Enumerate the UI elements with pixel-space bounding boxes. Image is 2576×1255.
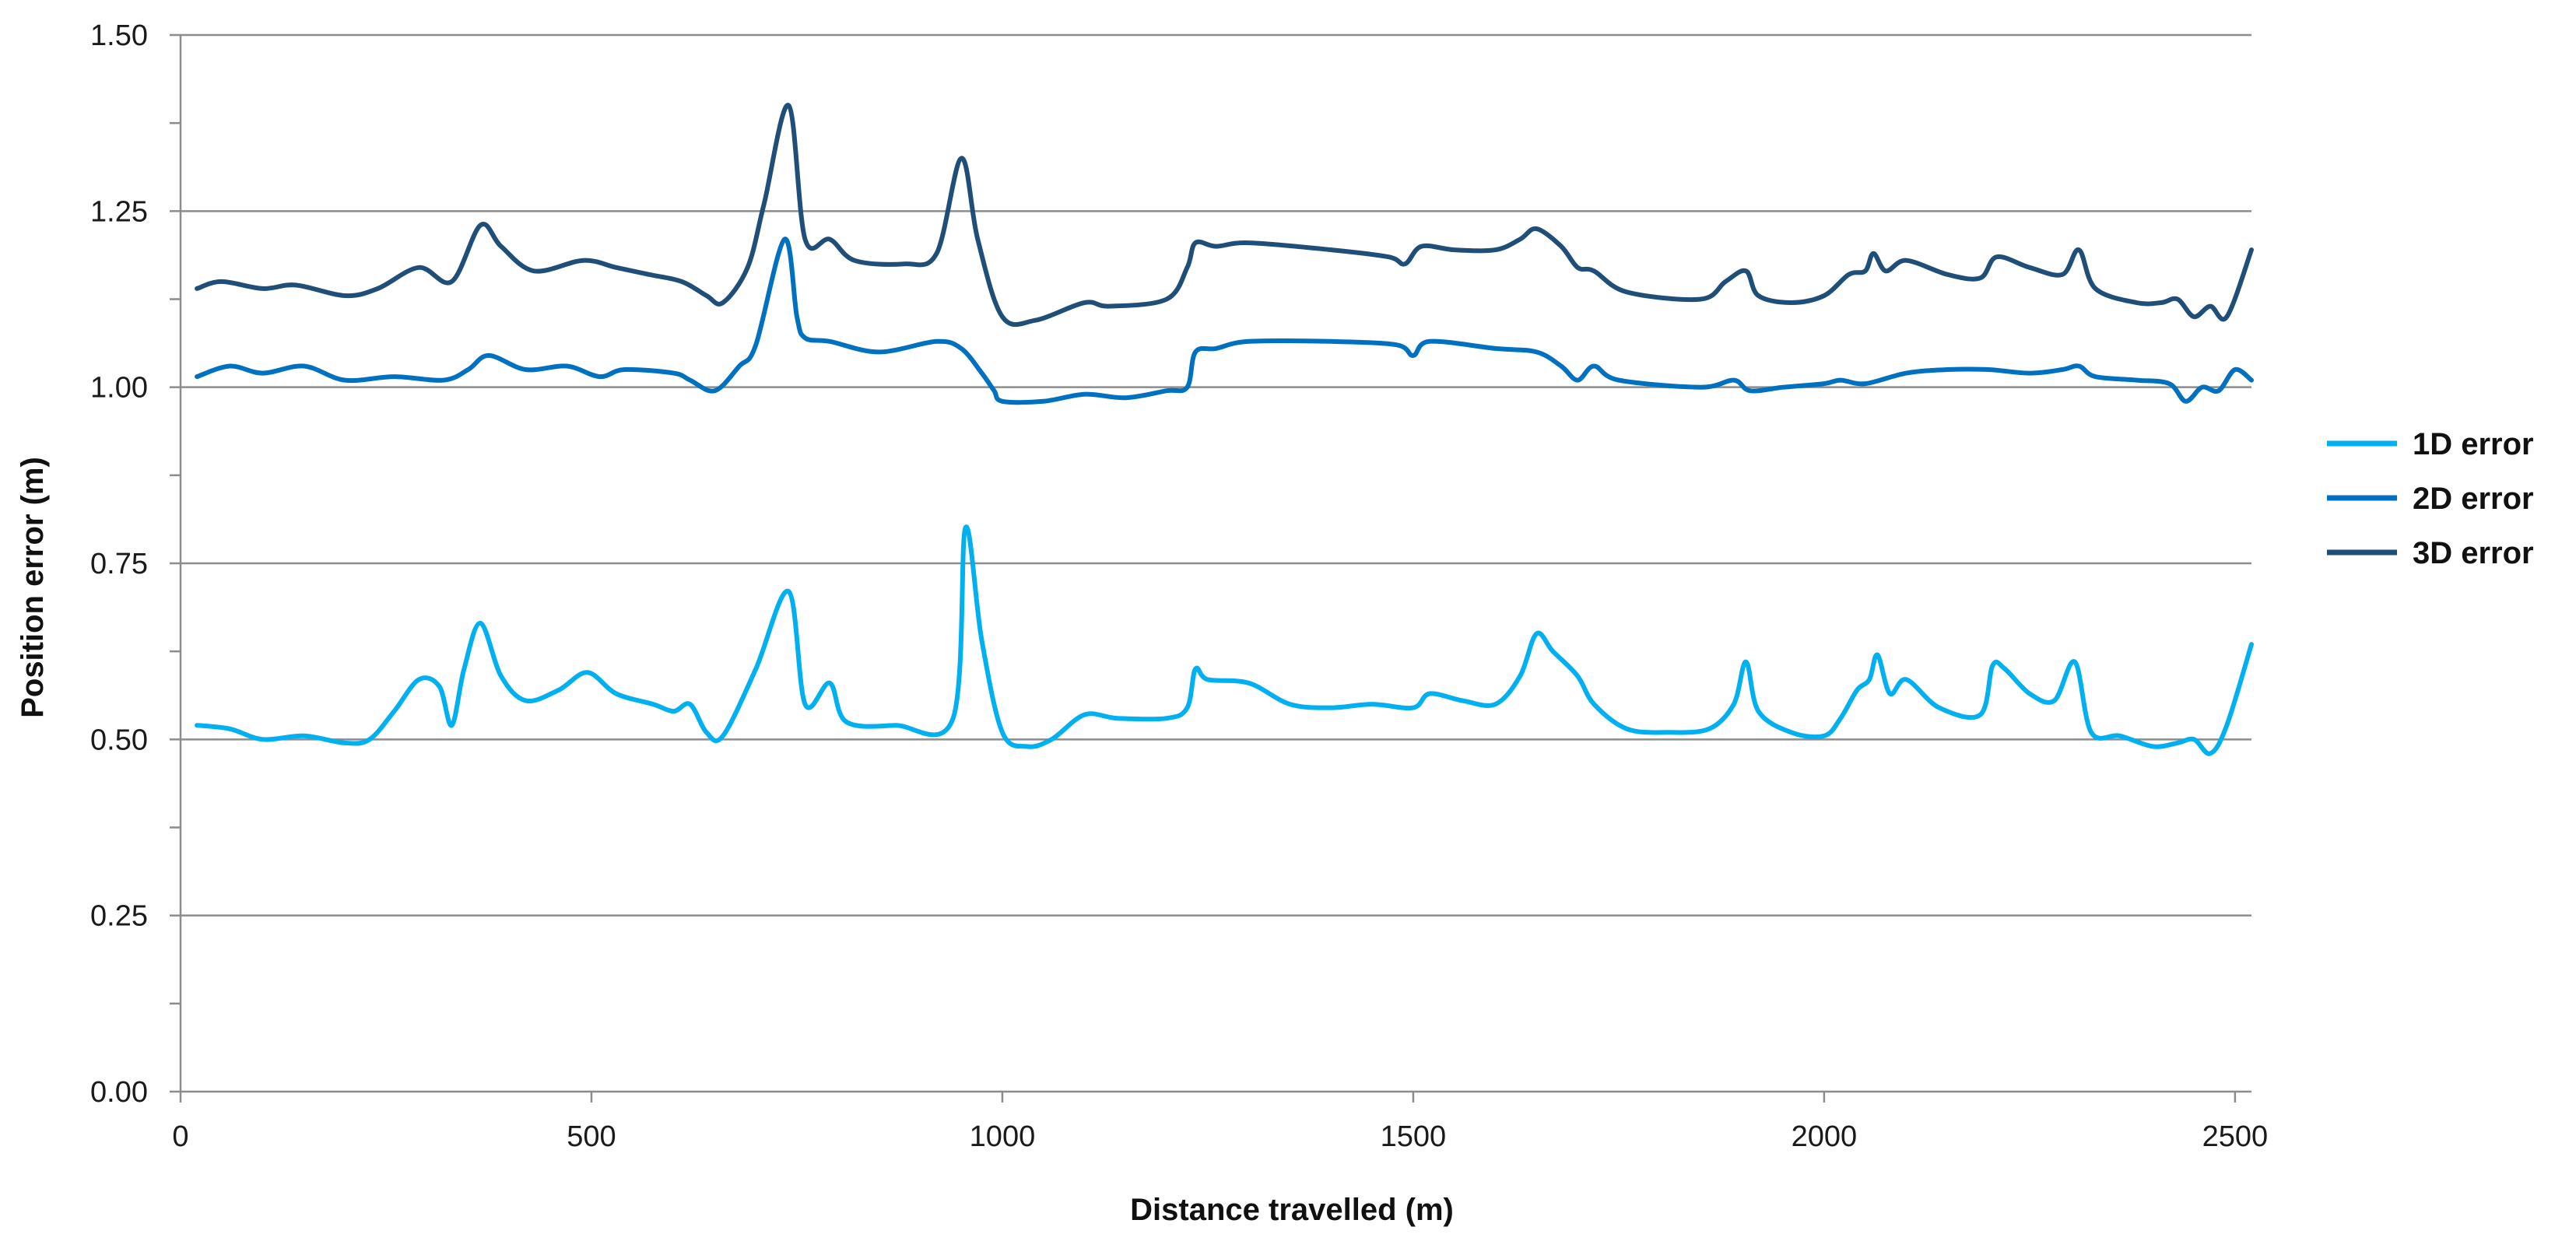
y-tick-label: 0.50 bbox=[90, 724, 148, 756]
x-tick-label: 500 bbox=[567, 1120, 616, 1153]
data-series bbox=[195, 103, 2254, 756]
legend-item: 2D error bbox=[2327, 482, 2534, 516]
series-line-1d-error bbox=[195, 524, 2254, 756]
legend: 1D error 2D error 3D error bbox=[2327, 427, 2534, 570]
y-tick-label: 1.25 bbox=[90, 195, 148, 228]
y-tick-label: 0.00 bbox=[90, 1076, 148, 1109]
legend-label: 3D error bbox=[2413, 536, 2534, 570]
x-tick-label: 0 bbox=[172, 1120, 188, 1153]
x-axis-title: Distance travelled (m) bbox=[1130, 1193, 1454, 1227]
y-axis-title: Position error (m) bbox=[16, 457, 50, 718]
y-tick-label: 1.00 bbox=[90, 372, 148, 405]
x-tick-label: 1500 bbox=[1381, 1120, 1447, 1153]
legend-item: 1D error bbox=[2327, 427, 2534, 461]
gridlines bbox=[181, 33, 2251, 917]
y-tick-label: 1.50 bbox=[90, 19, 148, 52]
legend-item: 3D error bbox=[2327, 536, 2534, 570]
series-line-2d-error bbox=[195, 237, 2254, 405]
x-tick-label: 2000 bbox=[1792, 1120, 1858, 1153]
y-tick-label: 0.75 bbox=[90, 548, 148, 580]
x-tick-label: 2500 bbox=[2202, 1120, 2269, 1153]
legend-label: 1D error bbox=[2413, 427, 2534, 461]
y-tick-label: 0.25 bbox=[90, 900, 148, 933]
series-line-3d-error bbox=[195, 103, 2254, 328]
tick-labels: 0.00 0.25 0.50 0.75 1.00 1.25 1.50 0 500 1000 1500… bbox=[90, 19, 2268, 1153]
x-tick-label: 1000 bbox=[970, 1120, 1036, 1153]
legend-label: 2D error bbox=[2413, 482, 2534, 516]
axes bbox=[170, 33, 2251, 1103]
